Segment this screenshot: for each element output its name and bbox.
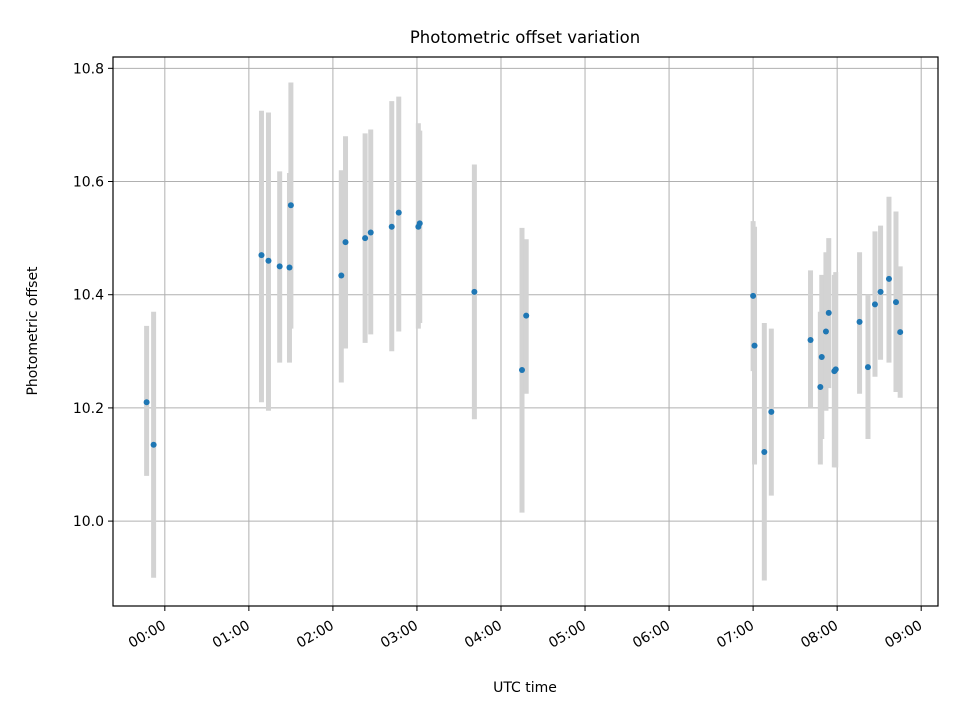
y-tick-label: 10.6 <box>73 175 104 191</box>
data-point <box>864 364 871 371</box>
data-point <box>856 318 863 325</box>
data-point <box>416 220 423 227</box>
chart-title: Photometric offset variation <box>410 28 640 47</box>
data-point <box>276 263 283 270</box>
data-point <box>832 366 839 373</box>
data-point <box>362 235 369 242</box>
y-tick-label: 10.2 <box>73 401 104 417</box>
y-tick-label: 10.0 <box>73 514 104 530</box>
data-point <box>750 292 757 299</box>
data-point <box>287 202 294 209</box>
data-point <box>751 342 758 349</box>
data-point <box>807 336 814 343</box>
data-point <box>150 441 157 448</box>
y-axis-ticks: 10.0 10.2 10.4 10.6 10.8 <box>73 61 113 530</box>
data-point <box>471 288 478 295</box>
data-point <box>258 252 265 259</box>
x-axis-label: UTC time <box>493 680 557 696</box>
data-point <box>871 301 878 308</box>
data-point <box>143 399 150 406</box>
data-point <box>367 229 374 236</box>
data-point <box>395 209 402 216</box>
data-point <box>822 328 829 335</box>
data-point <box>286 264 293 271</box>
data-point <box>885 275 892 282</box>
data-point <box>892 299 899 306</box>
data-point <box>338 272 345 279</box>
data-point <box>761 449 768 456</box>
data-point <box>518 366 525 373</box>
plot-frame <box>112 56 939 607</box>
data-point <box>818 353 825 360</box>
data-point <box>877 288 884 295</box>
data-points <box>143 202 904 456</box>
data-point <box>523 312 530 319</box>
y-axis-label: Photometric offset <box>25 266 41 396</box>
data-point <box>817 383 824 390</box>
data-point <box>897 329 904 336</box>
data-point <box>825 309 832 316</box>
y-tick-label: 10.8 <box>73 61 104 77</box>
data-point <box>768 408 775 415</box>
data-point <box>342 239 349 246</box>
data-point <box>388 223 395 230</box>
y-tick-label: 10.4 <box>73 288 104 304</box>
data-point <box>265 257 272 264</box>
